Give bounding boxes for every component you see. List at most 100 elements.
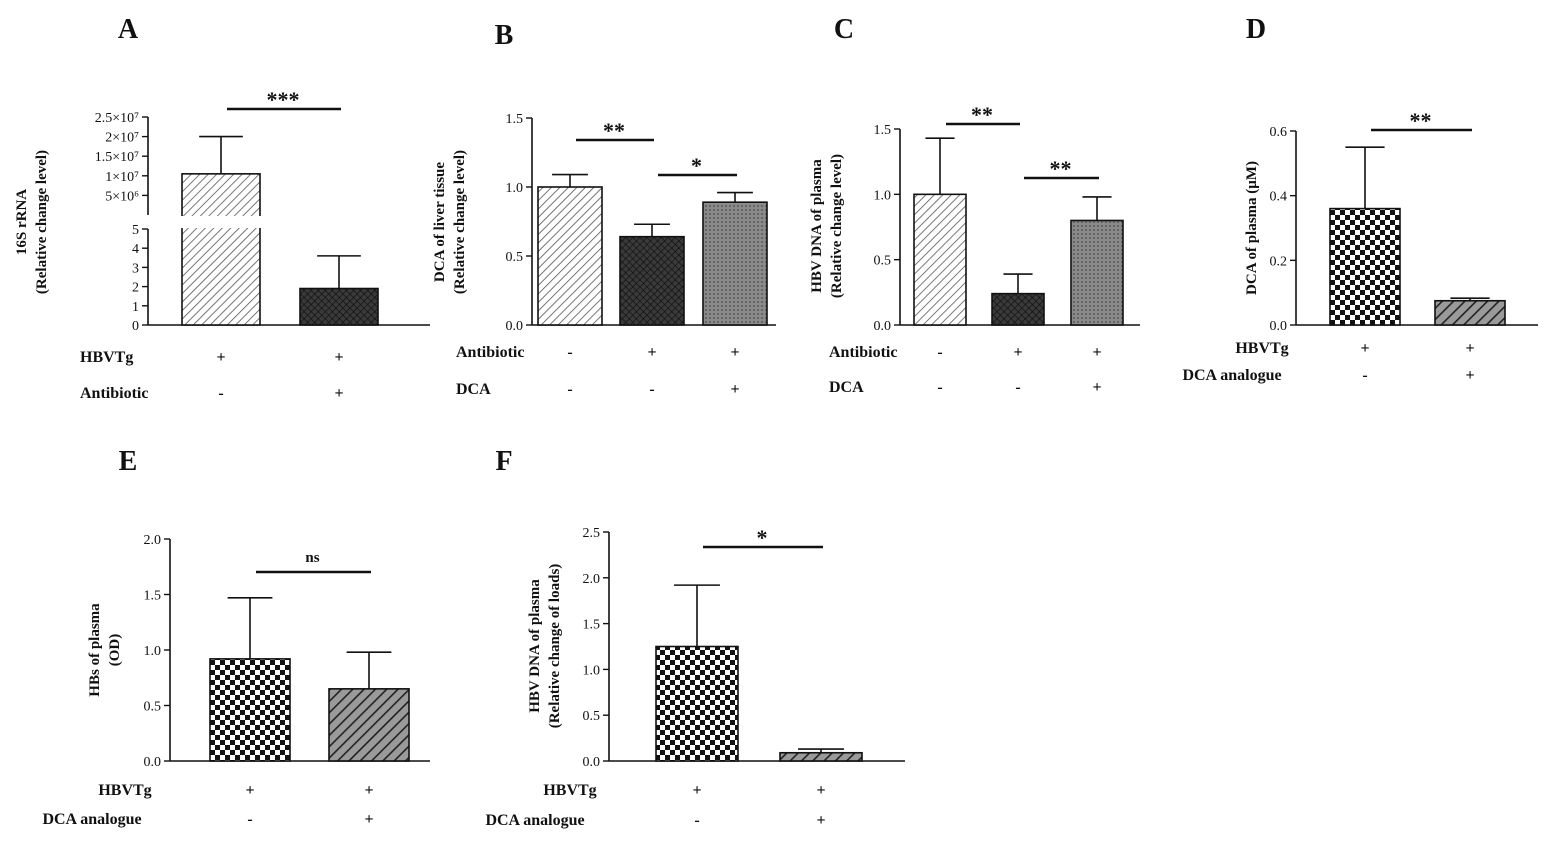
y-tick-label-a: 5×10⁶: [105, 189, 139, 204]
panel-f-chart: F HBV DNA of plasma (Relative change of lo…: [485, 446, 905, 829]
significance-label-f-1: *: [757, 525, 768, 550]
group-sign-a-2-2: +: [334, 385, 343, 402]
bar-c-3: [1070, 219, 1124, 326]
group-sign-e-1-2: +: [364, 782, 373, 799]
significance-label-c-2: **: [1050, 156, 1072, 181]
y-tick-label-f: 2.5: [583, 526, 601, 541]
bar-b-2: [619, 235, 685, 326]
panel-a-chart: A 16S rRNA (Relative change level) 0 1 2 3 4 5 5×…: [14, 14, 430, 402]
bar-a-2: [299, 287, 379, 326]
y-axis-label-d-1: DCA of plasma (μM): [1244, 161, 1260, 295]
group-sign-c-1-1: -: [937, 344, 942, 361]
significance-label-b-1: **: [603, 118, 625, 143]
y-axis-label-a-2: (Relative change level): [34, 150, 50, 294]
group-row-label-a-1: HBVTg: [80, 349, 133, 366]
group-row-label-a-2: Antibiotic: [80, 385, 148, 402]
y-tick-label-a: 5: [132, 223, 139, 238]
y-tick-label-f: 0.5: [583, 709, 601, 724]
y-axis-label-e-1: HBs of plasma: [87, 603, 103, 697]
bar-break-gap-a: [180, 216, 262, 228]
bar-a-1: [181, 173, 261, 326]
y-tick-label-c: 0.5: [874, 254, 892, 269]
bar-b-3: [702, 201, 768, 326]
y-tick-label-d: 0.0: [1270, 319, 1288, 334]
panel-letter-e: E: [119, 446, 138, 477]
group-sign-f-2-2: +: [816, 812, 825, 829]
group-sign-c-1-2: +: [1013, 344, 1022, 361]
y-tick-label-f: 1.5: [583, 618, 601, 633]
y-axis-label-b-2: (Relative change level): [452, 150, 468, 294]
y-tick-label-a: 2: [132, 281, 139, 296]
bar-b-1: [537, 186, 603, 326]
y-tick-label-a: 1.5×10⁷: [95, 150, 139, 165]
significance-label-e-1: ns: [305, 550, 319, 566]
group-row-label-d-2: DCA analogue: [1182, 367, 1281, 384]
group-row-label-c-2: DCA: [829, 379, 864, 396]
y-tick-label-c: 0.0: [874, 319, 892, 334]
y-tick-label-a: 2.5×10⁷: [95, 111, 139, 126]
y-axis-label-f-2: (Relative change of loads): [547, 564, 563, 729]
y-axis-label-c-1: HBV DNA of plasma: [809, 159, 825, 293]
group-sign-f-1-2: +: [816, 782, 825, 799]
panel-b-chart: B DCA of liver tissue (Relative change lev…: [432, 20, 776, 398]
y-axis-label-f-1: HBV DNA of plasma: [527, 579, 543, 713]
group-row-label-e-1: HBVTg: [98, 782, 151, 799]
y-tick-label-c: 1.5: [874, 123, 892, 138]
y-tick-label-b: 1.5: [506, 112, 524, 127]
group-sign-a-1-2: +: [334, 349, 343, 366]
y-tick-label-c: 1.0: [874, 188, 892, 203]
panel-c-chart: C HBV DNA of plasma (Relative change level…: [809, 14, 1140, 396]
group-sign-c-1-3: +: [1092, 344, 1101, 361]
group-sign-c-2-3: +: [1092, 379, 1101, 396]
y-axis-label-c-2: (Relative change level): [829, 154, 845, 298]
y-tick-label-b: 1.0: [506, 181, 524, 196]
bar-c-1: [913, 193, 967, 326]
group-sign-c-2-2: -: [1015, 379, 1020, 396]
panel-letter-b: B: [495, 20, 514, 51]
y-tick-label-f: 2.0: [583, 572, 601, 587]
group-row-label-f-1: HBVTg: [543, 782, 596, 799]
y-axis-label-a-1: 16S rRNA: [14, 189, 30, 255]
y-tick-label-e: 0.0: [144, 755, 162, 770]
group-sign-b-1-3: +: [730, 344, 739, 361]
bar-d-2: [1434, 299, 1506, 326]
bar-c-2: [991, 292, 1045, 326]
bar-f-1: [655, 645, 739, 762]
y-tick-label-a: 4: [132, 242, 139, 257]
y-tick-label-e: 2.0: [144, 533, 162, 548]
group-row-label-b-2: DCA: [456, 381, 491, 398]
group-sign-f-1-1: +: [692, 782, 701, 799]
y-tick-label-a: 1×10⁷: [105, 170, 139, 185]
group-sign-a-1-1: +: [216, 349, 225, 366]
group-sign-d-2-2: +: [1465, 367, 1474, 384]
y-tick-label-e: 1.5: [144, 589, 162, 604]
group-row-label-f-2: DCA analogue: [485, 812, 584, 829]
group-sign-f-2-1: -: [694, 812, 699, 829]
group-sign-e-2-2: +: [364, 811, 373, 828]
group-sign-d-1-2: +: [1465, 340, 1474, 357]
y-tick-label-a: 0: [132, 319, 139, 334]
group-sign-b-1-2: +: [647, 344, 656, 361]
significance-label-c-1: **: [971, 102, 993, 127]
group-row-label-c-1: Antibiotic: [829, 344, 897, 361]
y-axis-label-e-2: (OD): [107, 634, 123, 667]
y-tick-label-d: 0.6: [1270, 125, 1288, 140]
y-tick-label-a: 2×10⁷: [105, 131, 139, 146]
bar-f-2: [779, 751, 863, 762]
y-tick-label-b: 0.5: [506, 250, 524, 265]
y-tick-label-a: 1: [132, 300, 139, 315]
group-row-label-e-2: DCA analogue: [42, 811, 141, 828]
y-tick-label-f: 0.0: [583, 755, 601, 770]
group-row-label-d-1: HBVTg: [1235, 340, 1288, 357]
panel-d-chart: D DCA of plasma (μM) 0.0 0.2 0.4 0.6 ** HBVTg + +…: [1182, 14, 1538, 384]
group-sign-b-2-2: -: [649, 381, 654, 398]
significance-label-b-2: *: [691, 153, 702, 178]
y-tick-label-f: 1.0: [583, 663, 601, 678]
panel-letter-a: A: [118, 14, 139, 45]
group-sign-e-2-1: -: [247, 811, 252, 828]
y-tick-label-b: 0.0: [506, 319, 524, 334]
significance-label-d-1: **: [1410, 108, 1432, 133]
group-sign-b-1-1: -: [567, 344, 572, 361]
y-tick-label-d: 0.2: [1270, 254, 1288, 269]
